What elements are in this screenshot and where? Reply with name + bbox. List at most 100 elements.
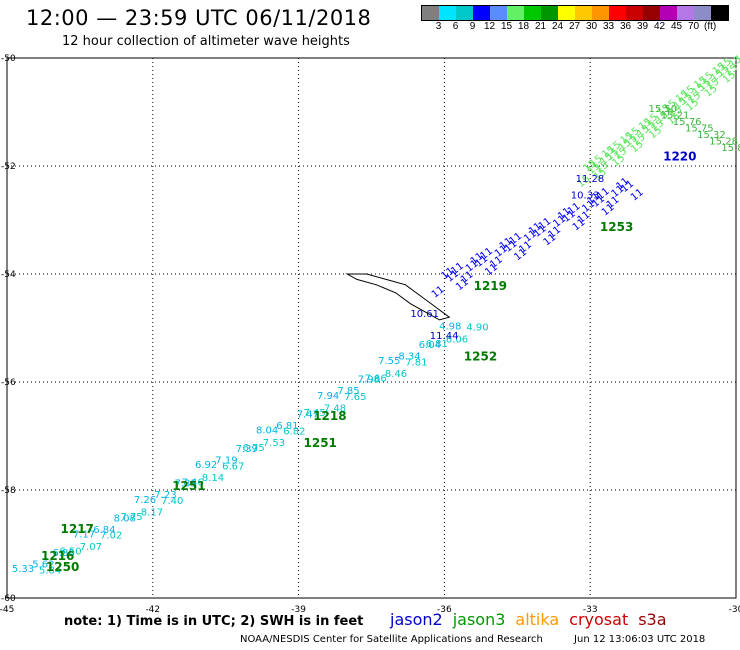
wave-height-label: 7.53 [263,438,285,449]
legend-swatch [558,6,575,20]
satellite-s3a: s3a [638,610,667,629]
wave-height-label: 5.84 [39,565,61,576]
legend-label: 30 [585,21,598,32]
wave-height-label: 7.02 [100,531,122,542]
time-label: 1253 [600,220,633,234]
x-tick-label: -33 [583,605,598,615]
wave-height-label: 6.06 [446,334,468,345]
y-tick-label: -52 [1,162,16,172]
wave-height-label: 5.33 [12,564,34,575]
wave-height-label: 8.08 [114,513,136,524]
time-label: 1251 [172,479,205,493]
wave-height-label: 5.62 [32,560,54,571]
legend-label: 33 [602,21,615,32]
x-tick-label: -45 [0,605,14,615]
satellite-jason3: jason3 [452,610,506,629]
wave-height-label: 4.98 [439,322,461,333]
time-label: 1219 [474,279,507,293]
south-georgia-island [345,273,451,321]
legend-swatch [592,6,609,20]
wave-height-label: 8.46 [385,369,407,380]
wave-height-label: 7.75 [120,512,142,523]
green-height-label: 15.28 [709,136,738,147]
y-tick-label: -54 [1,270,16,280]
jason2-height-label: 11.44 [430,331,459,342]
legend-label: 36 [619,21,632,32]
green-track-mark: 15 [727,54,740,71]
wave-height-label: 6.88 [53,548,75,559]
wave-height-label: 6.84 [93,525,115,536]
wave-height-label: 7.48 [324,404,346,415]
legend-swatch [473,6,490,20]
wave-height-label: 7.23 [154,490,176,501]
legend-swatch [575,6,592,20]
legend-label: 12 [483,21,496,32]
wave-height-label: 6.67 [222,461,244,472]
footer: NOAA/NESDIS Center for Satellite Applica… [240,634,733,645]
green-height-label: 15.21 [661,111,690,122]
color-legend: 3 6 9 12 15 18 21 24 27 30 33 36 39 42 45 70 (ft) [421,5,729,32]
wave-height-label: 6.81 [426,339,448,350]
legend-swatch [507,6,524,20]
legend-swatch [711,6,728,20]
legend-label: 6 [452,21,459,32]
legend-swatch [524,6,541,20]
legend-swatch [626,6,643,20]
legend-swatch [643,6,660,20]
wave-height-label: 8.14 [202,473,224,484]
legend-swatch [694,6,711,20]
legend-label: 27 [568,21,581,32]
wave-height-label: 6.82 [283,427,305,438]
legend-label: 21 [534,21,547,32]
wave-height-label: 7.35 [175,479,197,490]
time-label: 1216 [41,549,74,563]
legend-swatch [677,6,694,20]
wave-height-label: 7.47 [297,409,319,420]
wave-height-label: 7.17 [73,529,95,540]
x-tick-label: -30 [729,605,740,615]
page-subtitle: 12 hour collection of altimeter wave hei… [62,34,350,49]
legend-swatch [541,6,558,20]
legend-swatch [609,6,626,20]
footer-credit: NOAA/NESDIS Center for Satellite Applica… [240,634,543,645]
wave-height-label: 8.04 [256,425,278,436]
wave-height-label: 7.26 [134,495,156,506]
satellite-jason2: jason2 [390,610,443,629]
wave-height-label: 7.45 [304,408,326,419]
green-height-label: 15.80 [721,143,740,154]
wave-height-label: 7.81 [405,357,427,368]
satellite-legend: jason2 jason3 altika cryosat s3a [390,610,667,629]
legend-swatch [490,6,507,20]
legend-unit: (ft) [704,21,717,32]
footer-timestamp: Jun 12 13:06:03 UTC 2018 [574,634,706,645]
y-tick-label: -56 [1,378,16,388]
legend-swatch [422,6,439,20]
wave-height-label: 7.40 [161,496,183,507]
wave-height-label: 7.66 [365,373,387,384]
wave-height-label: 7.19 [215,456,237,467]
legend-labels: 3 6 9 12 15 18 21 24 27 30 33 36 39 42 45 70 (ft) [430,21,729,32]
note-text: note: 1) Time is in UTC; 2) SWH is in fe… [64,614,364,629]
green-height-label: 15.50 [649,104,678,115]
wave-height-label: 7.65 [344,392,366,403]
wave-height-label: 7.46 [182,477,204,488]
legend-swatch [439,6,456,20]
wave-height-label: 6.04 [419,340,441,351]
page-title: 12:00 — 23:59 UTC 06/11/2018 [26,6,372,30]
y-tick-label: -58 [1,486,16,496]
legend-label: 9 [469,21,476,32]
wave-height-label: 6.81 [276,421,298,432]
wave-height-label: 4.90 [466,323,488,334]
wave-height-label: 8.34 [398,352,420,363]
legend-label: 15 [500,21,513,32]
time-label: 1251 [304,436,337,450]
wave-height-label: 7.55 [378,356,400,367]
time-label: 1250 [46,560,79,574]
legend-label: 42 [653,21,666,32]
legend-label: 24 [551,21,564,32]
legend-swatch [456,6,473,20]
time-label: 1217 [61,522,94,536]
y-tick-label: -60 [1,594,16,604]
jason2-height-label: 11.28 [576,174,605,185]
